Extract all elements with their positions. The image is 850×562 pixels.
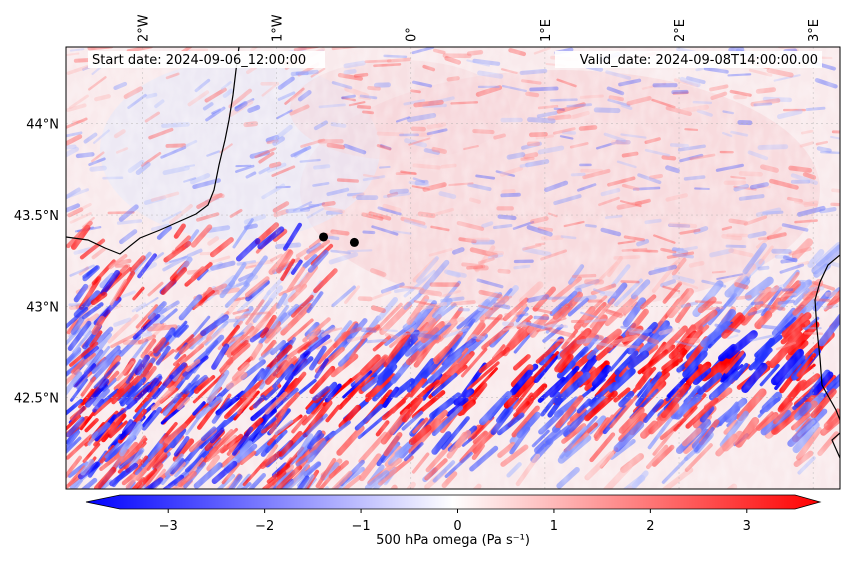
colorbar-bar [85,494,822,510]
map-panel: Start date: 2024-09-06_12:00:00 Valid_da… [65,46,841,490]
colorbar-tick-label: 2 [646,519,654,534]
marker-point [349,237,359,247]
map-frame [65,46,841,490]
lon-label: 1°W [271,14,286,42]
lat-label: 42.5°N [14,392,59,407]
lat-label: 43°N [26,300,59,315]
valid-date-box [555,51,822,68]
lon-label: 1°E [539,19,554,42]
colorbar-tick-label: 0 [453,519,461,534]
valid-date-label: Valid_date: 2024-09-08T14:00:00.00 [580,53,818,68]
omega-field [66,47,840,489]
lon-label: 0° [405,27,420,42]
longitude-labels: 2°W 1°W 0° 1°E 2°E 3°E [136,14,822,42]
colorbar-tick-label: 1 [550,519,558,534]
start-date-box [88,51,325,68]
colorbar-tick-label: −3 [159,519,178,534]
mediterranean-coastline [814,254,840,459]
lon-label: 2°W [136,14,151,42]
gridlines [66,47,840,489]
colorbar-ticks: −3 −2 −1 0 1 2 3 [159,509,751,534]
colorbar-label: 500 hPa omega (Pa s⁻¹) [376,533,530,548]
colorbar-tick-label: 3 [743,519,751,534]
latitude-labels: 44°N 43.5°N 43°N 42.5°N [14,118,59,407]
atlantic-coastline [66,47,240,255]
colorbar-tick-label: −2 [255,519,274,534]
point-markers [319,232,359,247]
lat-label: 44°N [26,118,59,133]
lon-label: 2°E [673,19,688,42]
start-date-label: Start date: 2024-09-06_12:00:00 [92,53,306,68]
colorbar: −3 −2 −1 0 1 2 3 500 hPa omega (Pa s⁻¹) [85,494,822,548]
lon-label: 3°E [807,19,822,42]
colorbar-tick-label: −1 [351,519,370,534]
lat-label: 43.5°N [14,209,59,224]
coastlines [66,47,840,459]
marker-point [319,232,329,242]
